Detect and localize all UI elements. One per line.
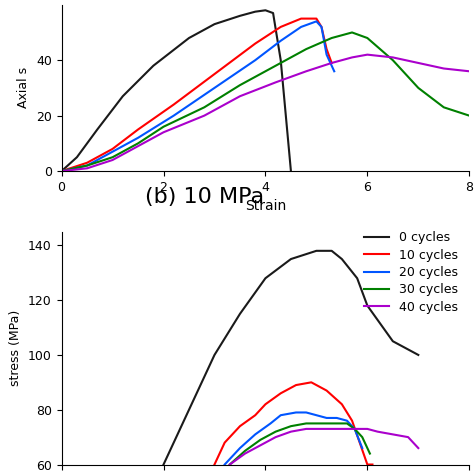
0 cycles (313, 248, 319, 254)
10 cycles (263, 401, 268, 407)
20 cycles (252, 431, 258, 437)
Text: (b) 10 MPa: (b) 10 MPa (145, 187, 264, 207)
20 cycles (303, 410, 309, 415)
40 cycles (227, 462, 233, 467)
30 cycles (273, 429, 278, 435)
20 cycles (278, 412, 283, 418)
40 cycles (273, 434, 278, 440)
30 cycles (288, 423, 294, 429)
30 cycles (359, 434, 365, 440)
30 cycles (334, 420, 339, 426)
40 cycles (415, 445, 421, 451)
20 cycles (352, 426, 357, 432)
30 cycles (227, 462, 233, 467)
Line: 20 cycles: 20 cycles (225, 412, 362, 465)
20 cycles (222, 462, 228, 467)
0 cycles (415, 352, 421, 358)
40 cycles (374, 429, 380, 435)
20 cycles (359, 445, 365, 451)
Y-axis label: stress (MPa): stress (MPa) (9, 310, 22, 386)
0 cycles (390, 338, 396, 344)
0 cycles (211, 352, 217, 358)
0 cycles (161, 462, 166, 467)
40 cycles (344, 426, 350, 432)
20 cycles (334, 415, 339, 421)
Line: 10 cycles: 10 cycles (214, 383, 373, 465)
40 cycles (242, 451, 248, 456)
Line: 40 cycles: 40 cycles (230, 429, 418, 465)
40 cycles (303, 426, 309, 432)
10 cycles (349, 418, 355, 424)
0 cycles (329, 248, 335, 254)
30 cycles (257, 437, 263, 443)
0 cycles (237, 311, 243, 317)
10 cycles (237, 423, 243, 429)
20 cycles (293, 410, 299, 415)
30 cycles (367, 451, 373, 456)
40 cycles (365, 426, 370, 432)
20 cycles (324, 415, 329, 421)
20 cycles (344, 418, 350, 424)
40 cycles (390, 431, 396, 437)
0 cycles (288, 256, 294, 262)
30 cycles (303, 420, 309, 426)
40 cycles (288, 429, 294, 435)
40 cycles (354, 426, 360, 432)
10 cycles (309, 380, 314, 385)
20 cycles (237, 445, 243, 451)
10 cycles (211, 462, 217, 467)
0 cycles (365, 303, 370, 309)
10 cycles (357, 440, 363, 446)
Y-axis label: Axial s: Axial s (18, 67, 30, 109)
10 cycles (293, 382, 299, 388)
40 cycles (319, 426, 324, 432)
10 cycles (252, 412, 258, 418)
0 cycles (263, 275, 268, 281)
40 cycles (405, 434, 411, 440)
Line: 30 cycles: 30 cycles (230, 423, 370, 465)
0 cycles (354, 275, 360, 281)
0 cycles (186, 407, 192, 412)
30 cycles (242, 448, 248, 454)
40 cycles (257, 443, 263, 448)
X-axis label: Strain: Strain (245, 200, 286, 213)
10 cycles (370, 462, 375, 467)
10 cycles (365, 462, 370, 467)
0 cycles (339, 256, 345, 262)
Legend: 0 cycles, 10 cycles, 20 cycles, 30 cycles, 40 cycles: 0 cycles, 10 cycles, 20 cycles, 30 cycle… (359, 226, 463, 319)
20 cycles (313, 412, 319, 418)
10 cycles (339, 401, 345, 407)
30 cycles (324, 420, 329, 426)
20 cycles (268, 420, 273, 426)
10 cycles (313, 382, 319, 388)
30 cycles (352, 426, 357, 432)
10 cycles (278, 391, 283, 396)
Line: 0 cycles: 0 cycles (164, 251, 418, 465)
10 cycles (222, 440, 228, 446)
30 cycles (344, 420, 350, 426)
30 cycles (313, 420, 319, 426)
40 cycles (334, 426, 339, 432)
10 cycles (324, 388, 329, 393)
